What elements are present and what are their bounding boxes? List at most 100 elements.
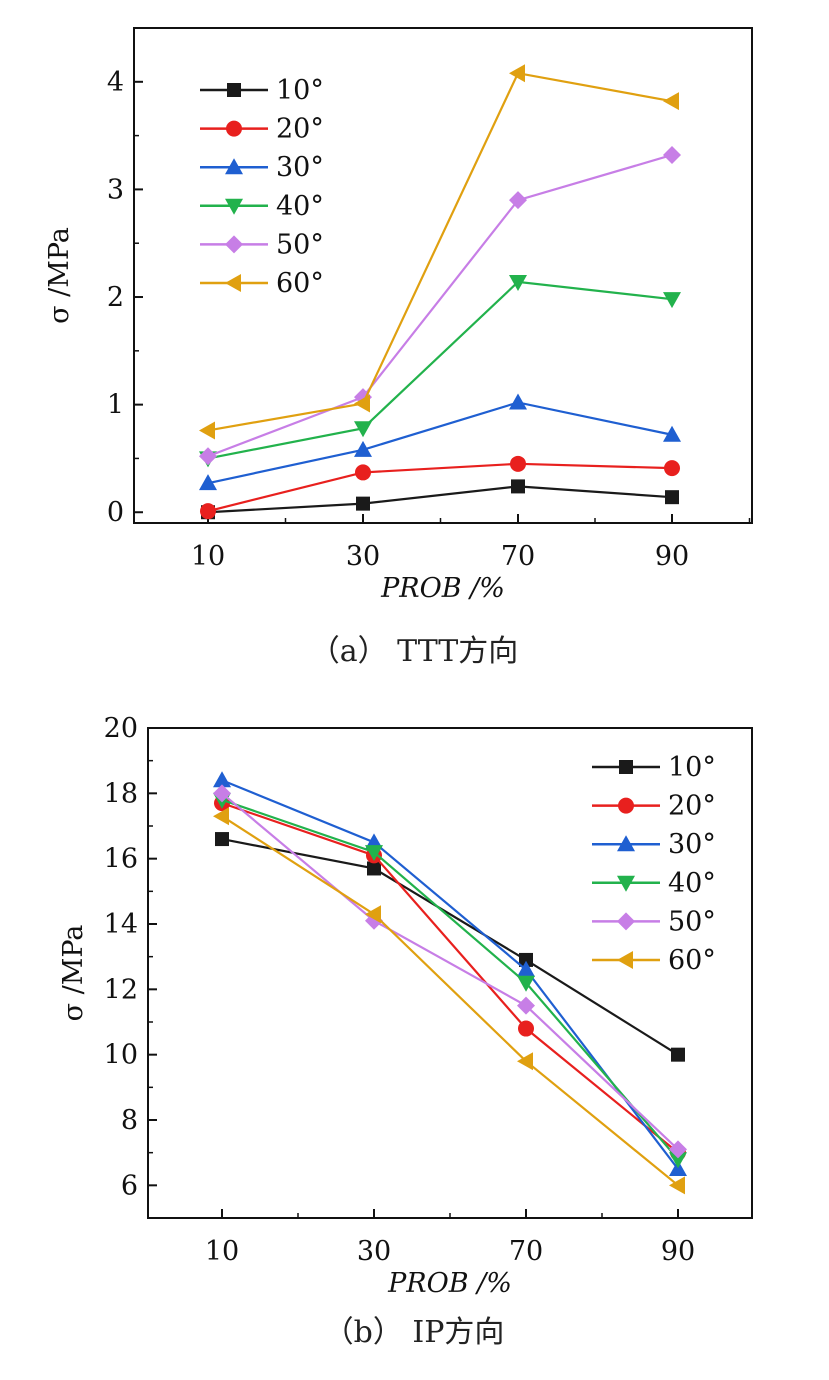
series-line xyxy=(221,792,679,1151)
y-tick-label: 18 xyxy=(104,778,138,809)
chart-ttt-direction: 0 1 2 3 4 10 30 70 90 PROB /% σ /MPa 10° 20° 30° 40° 50… xyxy=(44,27,753,604)
legend-label: 20° xyxy=(668,791,716,822)
data-point xyxy=(365,905,381,924)
series-b-0 xyxy=(215,832,685,1062)
x-axis-label: PROB /% xyxy=(380,573,505,604)
legend-marker xyxy=(617,912,635,931)
data-point xyxy=(356,496,370,511)
data-point xyxy=(664,460,680,477)
y-tick-label: 20 xyxy=(104,713,138,744)
series-line xyxy=(207,401,673,485)
series-b-5 xyxy=(213,807,685,1195)
series-a-4 xyxy=(199,145,681,466)
legend-label: 50° xyxy=(668,906,716,937)
data-point xyxy=(354,421,372,438)
data-point xyxy=(355,464,371,481)
series-line xyxy=(221,802,679,1154)
data-point xyxy=(665,490,679,505)
data-point xyxy=(199,474,217,491)
data-point xyxy=(517,1052,533,1071)
x-tick-label: 70 xyxy=(509,1236,543,1267)
series-line xyxy=(207,153,673,458)
data-point xyxy=(663,292,681,309)
data-point xyxy=(669,1152,687,1169)
y-tick-label: 10 xyxy=(104,1040,138,1071)
series-line xyxy=(207,462,673,513)
legend: 10° 20° 30° 40° 50° 60° xyxy=(592,752,716,976)
legend-label: 10° xyxy=(276,75,324,106)
data-point xyxy=(367,861,381,876)
chart-ip-direction: 6 8 10 12 14 16 18 20 10 30 70 90 PROB /% σ /MPa 10° 20… xyxy=(58,713,753,1299)
series-line xyxy=(221,779,679,1170)
x-tick-label: 90 xyxy=(661,1236,695,1267)
legend: 10° 20° 30° 40° 50° 60° xyxy=(200,75,324,299)
legend-label: 60° xyxy=(668,945,716,976)
legend-label: 40° xyxy=(668,868,716,899)
legend-marker xyxy=(225,198,243,215)
y-axis-label: σ /MPa xyxy=(44,227,75,324)
data-point xyxy=(215,832,229,847)
y-tick-label: 3 xyxy=(107,174,124,205)
legend-marker xyxy=(225,158,243,175)
data-point xyxy=(213,784,231,803)
y-tick-label: 2 xyxy=(107,282,124,313)
series-a-2 xyxy=(199,393,681,491)
legend-marker xyxy=(227,83,241,97)
data-point xyxy=(509,274,527,291)
data-point xyxy=(509,393,527,410)
x-axis-label: PROB /% xyxy=(387,1268,512,1299)
data-point xyxy=(509,64,525,83)
y-tick-label: 1 xyxy=(107,390,124,421)
series-line xyxy=(221,815,679,1187)
legend-marker xyxy=(618,797,634,814)
x-tick-label: 30 xyxy=(346,541,380,572)
data-point xyxy=(199,421,215,440)
data-point xyxy=(663,425,681,442)
y-tick-label: 0 xyxy=(107,497,124,528)
data-point xyxy=(213,807,229,826)
legend-label: 40° xyxy=(276,191,324,222)
caption-ip: （b） IP方向 xyxy=(324,1315,505,1350)
series-line xyxy=(207,71,673,432)
data-point xyxy=(509,191,527,210)
legend-marker xyxy=(226,120,242,137)
series-line xyxy=(207,280,673,460)
y-tick-label: 4 xyxy=(107,67,124,98)
x-tick-label: 10 xyxy=(191,541,225,572)
series-line xyxy=(207,485,673,514)
series-a-5 xyxy=(199,64,679,440)
legend-marker xyxy=(617,875,635,892)
series-line xyxy=(221,837,679,1056)
data-point xyxy=(519,952,533,967)
y-tick-label: 8 xyxy=(121,1105,138,1136)
legend-marker xyxy=(225,274,241,292)
legend-label: 30° xyxy=(276,152,324,183)
series-b-3 xyxy=(213,792,687,1169)
series-b-1 xyxy=(214,795,686,1161)
legend-label: 60° xyxy=(276,268,324,299)
y-axis-label: σ /MPa xyxy=(58,925,89,1022)
legend-label: 30° xyxy=(668,829,716,860)
data-point xyxy=(517,996,535,1015)
legend-label: 50° xyxy=(276,229,324,260)
data-point xyxy=(199,447,217,466)
x-tick-label: 30 xyxy=(357,1236,391,1267)
x-tick-label: 90 xyxy=(655,541,689,572)
data-point xyxy=(671,1047,685,1062)
data-point xyxy=(213,771,231,788)
data-point xyxy=(663,92,679,111)
legend-marker xyxy=(617,835,635,852)
data-point xyxy=(517,975,535,992)
y-tick-label: 14 xyxy=(104,909,138,940)
data-point xyxy=(663,145,681,164)
data-point xyxy=(669,1140,687,1159)
data-point xyxy=(510,455,526,472)
data-point xyxy=(511,479,525,494)
data-point xyxy=(354,440,372,457)
plot-frame xyxy=(147,727,753,1219)
data-point xyxy=(517,960,535,977)
caption-ttt: （a） TTT方向 xyxy=(310,634,519,669)
legend-marker xyxy=(225,235,243,254)
legend-marker xyxy=(619,760,633,774)
